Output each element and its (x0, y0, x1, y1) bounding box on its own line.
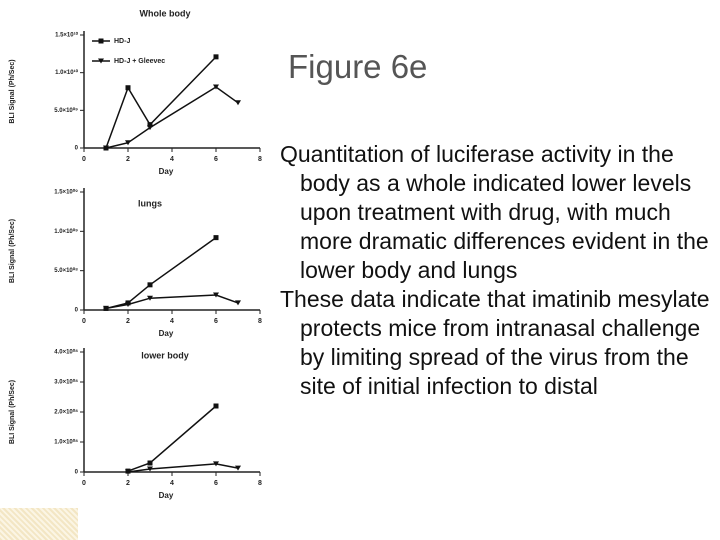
bullet: These data indicate that imatinib mesyla… (280, 286, 710, 399)
data-point (235, 465, 241, 471)
x-axis-label: Day (159, 329, 174, 338)
x-axis-label: Day (159, 491, 174, 500)
y-tick-label: 1.5×10¹⁰ (55, 32, 79, 39)
x-tick-label: 8 (258, 156, 262, 163)
legend-label: HD-J + Gleevec (114, 58, 165, 65)
x-tick-label: 2 (126, 480, 130, 487)
series-line (105, 237, 217, 310)
x-tick-label: 2 (126, 318, 130, 325)
y-tick-label: 5.0×10⁰⁸ (54, 267, 78, 274)
x-tick-label: 4 (170, 156, 174, 163)
y-tick-label: 2.0×10⁰⁸ (54, 409, 78, 416)
y-tick-label: 1.0×10¹⁰ (55, 69, 79, 76)
x-tick-label: 2 (126, 156, 130, 163)
x-tick-label: 8 (258, 318, 262, 325)
y-tick-label: 0 (75, 470, 79, 476)
data-point (147, 295, 153, 301)
data-point (125, 85, 131, 91)
y-tick-label: 5.0×10⁰⁹ (54, 107, 78, 114)
slide-title: Figure 6e (288, 48, 428, 85)
x-tick-label: 6 (214, 480, 218, 487)
y-axis-label: BLI Signal (Ph/Sec) (9, 219, 16, 283)
series-line (105, 56, 217, 149)
data-point (213, 84, 219, 90)
x-tick-label: 4 (170, 318, 174, 325)
data-point (147, 460, 153, 466)
y-tick-label: 0 (75, 308, 79, 314)
series-line (127, 405, 217, 472)
data-point (235, 100, 241, 106)
data-point (147, 125, 153, 131)
x-tick-label: 6 (214, 318, 218, 325)
chart: lower body BLI Signal (Ph/Sec) Day 0 1.0×10⁰… (9, 348, 262, 500)
y-tick-label: 1.5×10⁰⁹ (54, 189, 78, 196)
series-line (127, 463, 239, 473)
data-point (213, 403, 219, 409)
y-tick-label: 4.0×10⁰⁸ (54, 349, 78, 356)
series-line (105, 86, 239, 149)
y-tick-label: 1.0×10⁰⁸ (54, 439, 78, 446)
x-tick-label: 6 (214, 156, 218, 163)
data-point (213, 54, 219, 60)
y-axis-label: BLI Signal (Ph/Sec) (9, 59, 16, 123)
data-point (125, 301, 131, 307)
x-tick-label: 8 (258, 480, 262, 487)
data-point (125, 469, 131, 475)
data-point (103, 145, 109, 151)
chart: lungs BLI Signal (Ph/Sec) Day 0 5.0×10⁰⁸ 1.0×… (9, 188, 262, 338)
data-point (213, 292, 219, 298)
y-axis-label: BLI Signal (Ph/Sec) (9, 380, 16, 444)
data-point (235, 300, 241, 306)
data-point (213, 235, 219, 241)
legend-label: HD-J (114, 38, 130, 45)
legend-marker (98, 58, 104, 64)
chart-title: Whole body (140, 8, 191, 18)
x-tick-label: 0 (82, 318, 86, 325)
x-tick-label: 0 (82, 156, 86, 163)
chart: Whole body BLI Signal (Ph/Sec) Day 0 5.0×10⁰… (9, 8, 262, 176)
data-point (125, 140, 131, 146)
chart-title: lungs (138, 198, 162, 208)
data-point (213, 461, 219, 467)
data-point (103, 305, 109, 311)
x-tick-label: 0 (82, 480, 86, 487)
y-tick-label: 3.0×10⁰⁸ (54, 379, 78, 386)
chart-title: lower body (141, 350, 189, 360)
data-point (147, 466, 153, 472)
x-tick-label: 4 (170, 480, 174, 487)
charts: Whole body BLI Signal (Ph/Sec) Day 0 5.0×10⁰… (9, 8, 262, 500)
decoration (0, 508, 78, 540)
bullet: Quantitation of luciferase activity in t… (280, 141, 709, 283)
data-point (147, 282, 153, 288)
data-point (147, 122, 153, 128)
legend-marker (98, 38, 104, 44)
bullet-list: Quantitation of luciferase activity in t… (280, 140, 720, 401)
y-tick-label: 1.0×10⁰⁹ (54, 228, 78, 235)
x-axis-label: Day (159, 167, 174, 176)
y-tick-label: 0 (75, 146, 79, 152)
